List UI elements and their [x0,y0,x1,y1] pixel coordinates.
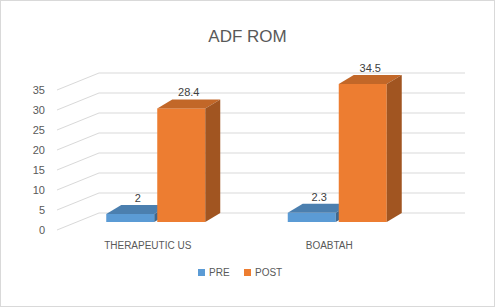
grid [57,73,465,230]
legend-label: POST [255,267,282,278]
y-tick-label: 25 [33,124,45,136]
bar-front [288,213,336,222]
chart-border [1,1,495,307]
y-tick-label: 10 [33,184,45,196]
y-tick-label: 20 [33,144,45,156]
data-label: 2.3 [312,191,327,203]
legend-label: PRE [209,267,230,278]
bar-front [106,214,154,222]
grid-line [57,173,465,190]
bar-side [205,99,220,222]
chart-svg: ADF ROM 0 5 10 15 20 25 30 35 2 28.4 2.3 34.5 THERAPE… [0,0,495,307]
grid-line [57,73,465,90]
bar-side [387,75,402,222]
legend-swatch [198,269,205,276]
grid-line [57,153,465,170]
bar-front [339,84,387,222]
chart-container: ADF ROM 0 5 10 15 20 25 30 35 2 28.4 2.3 34.5 THERAPE… [0,0,495,307]
y-tick-label: 35 [33,84,45,96]
chart-title: ADF ROM [208,27,286,46]
bar [339,75,402,222]
grid-line [57,213,465,230]
x-tick-label: BOABTAH [306,240,353,251]
legend: PRE POST [198,267,282,278]
data-label: 2 [135,192,141,204]
y-tick-label: 5 [39,204,45,216]
legend-swatch [244,269,251,276]
y-tick-label: 15 [33,164,45,176]
bars [106,75,402,222]
bar-front [157,108,205,222]
y-tick-label: 30 [33,104,45,116]
bar [157,99,220,222]
data-labels: 2 28.4 2.3 34.5 [135,62,381,204]
y-tick-label: 0 [39,224,45,236]
data-label: 34.5 [360,62,381,74]
grid-line [57,93,465,110]
grid-line [57,113,465,130]
data-label: 28.4 [178,86,199,98]
x-tick-label: THERAPEUTIC US [104,240,192,251]
grid-line [57,133,465,150]
